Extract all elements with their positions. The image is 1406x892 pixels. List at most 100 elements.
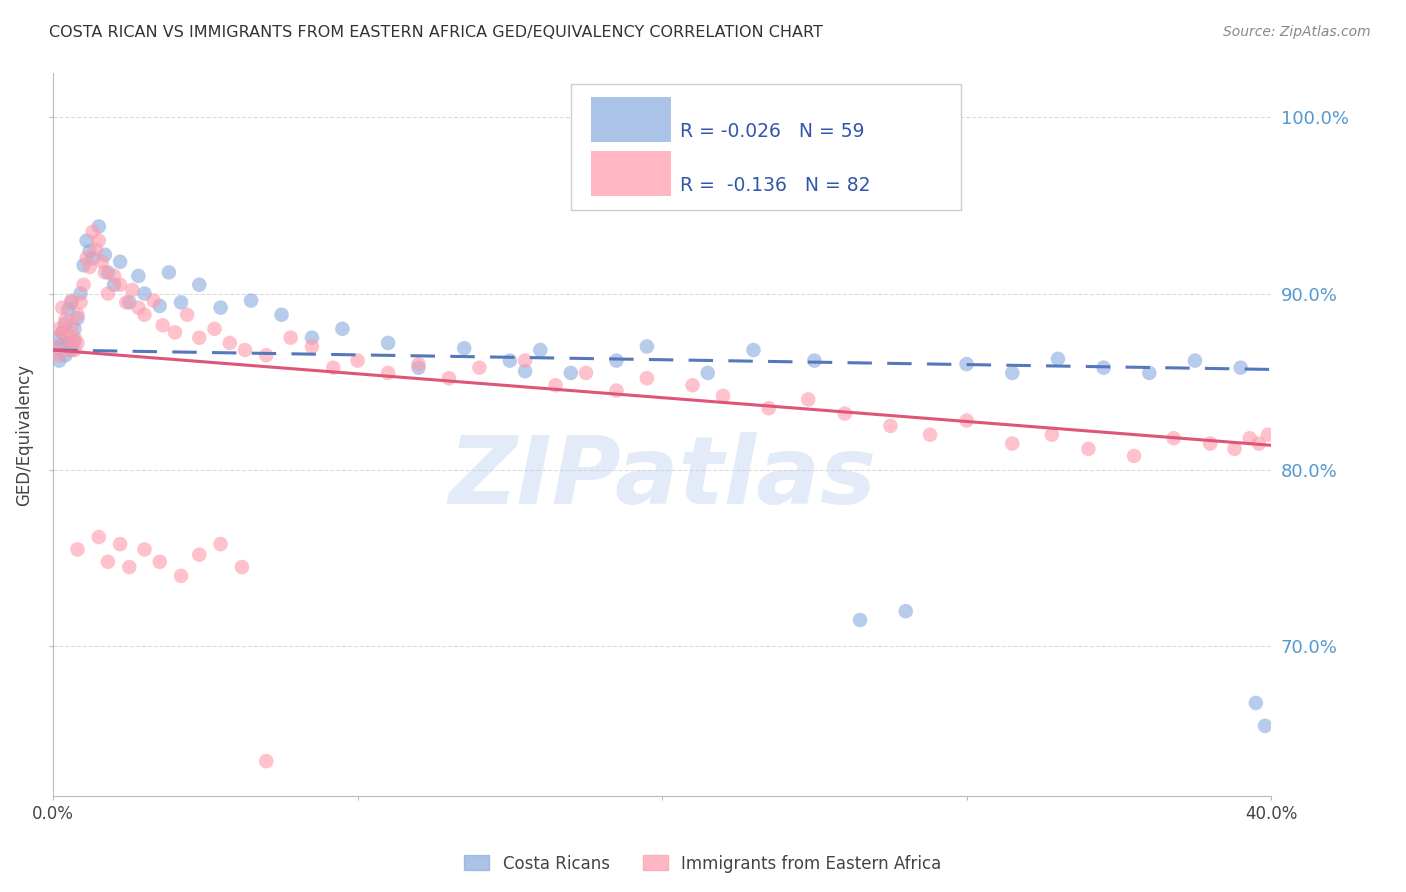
Point xyxy=(45,341,67,355)
Point xyxy=(1257,427,1279,442)
Point xyxy=(1247,436,1270,450)
Point xyxy=(696,366,718,380)
Point xyxy=(188,331,211,345)
Point xyxy=(1001,366,1024,380)
Point xyxy=(97,555,120,569)
Point xyxy=(231,560,253,574)
Text: R =  -0.136   N = 82: R = -0.136 N = 82 xyxy=(681,177,870,195)
Point xyxy=(529,343,551,357)
Point xyxy=(127,268,149,283)
Point xyxy=(157,265,180,279)
Point xyxy=(79,244,101,259)
Point xyxy=(377,366,399,380)
Point xyxy=(513,353,536,368)
Point xyxy=(66,542,89,557)
Point xyxy=(48,331,70,345)
Point xyxy=(1239,431,1261,445)
Text: ZIPatlas: ZIPatlas xyxy=(449,432,876,524)
Point xyxy=(127,301,149,315)
Point xyxy=(1163,431,1185,445)
Point xyxy=(149,299,172,313)
Point xyxy=(575,366,598,380)
Point xyxy=(72,258,94,272)
Point xyxy=(879,418,901,433)
Point xyxy=(103,277,125,292)
Point xyxy=(76,234,98,248)
Point xyxy=(834,407,856,421)
Point xyxy=(1184,353,1206,368)
Point xyxy=(636,371,658,385)
FancyBboxPatch shape xyxy=(592,151,671,195)
Point xyxy=(254,348,277,362)
Point xyxy=(118,560,141,574)
Point xyxy=(134,286,156,301)
Point xyxy=(48,322,70,336)
Point xyxy=(63,334,86,349)
Point xyxy=(758,401,780,416)
Point xyxy=(1137,366,1160,380)
Point xyxy=(58,331,80,345)
Point xyxy=(69,295,91,310)
Point xyxy=(301,331,323,345)
Point xyxy=(53,348,76,362)
Point xyxy=(346,353,368,368)
Point xyxy=(1040,427,1063,442)
Point xyxy=(682,378,704,392)
Point xyxy=(63,331,86,345)
Point xyxy=(1123,449,1146,463)
Point xyxy=(118,295,141,310)
Point xyxy=(58,302,80,317)
Point xyxy=(87,234,110,248)
Point xyxy=(1046,351,1069,366)
Point xyxy=(121,283,143,297)
Text: Source: ZipAtlas.com: Source: ZipAtlas.com xyxy=(1223,25,1371,39)
Point xyxy=(76,252,98,266)
Point xyxy=(60,318,83,333)
Point xyxy=(134,542,156,557)
Point xyxy=(87,219,110,234)
Point xyxy=(134,308,156,322)
Point xyxy=(51,326,73,340)
Point xyxy=(605,353,627,368)
Point xyxy=(1223,442,1246,456)
Point xyxy=(254,754,277,768)
Point xyxy=(322,360,344,375)
Point xyxy=(63,343,86,357)
Point xyxy=(636,339,658,353)
Point xyxy=(142,293,165,308)
Point xyxy=(209,301,232,315)
Point xyxy=(1001,436,1024,450)
Point xyxy=(408,360,430,375)
Point xyxy=(51,301,73,315)
Point xyxy=(849,613,872,627)
Point xyxy=(301,339,323,353)
Point xyxy=(51,337,73,351)
Point xyxy=(53,313,76,327)
Point xyxy=(408,357,430,371)
Point xyxy=(1254,719,1277,733)
Point xyxy=(377,335,399,350)
Point xyxy=(188,548,211,562)
Point xyxy=(188,277,211,292)
Point xyxy=(920,427,942,442)
Point xyxy=(45,339,67,353)
Point xyxy=(270,308,292,322)
Text: COSTA RICAN VS IMMIGRANTS FROM EASTERN AFRICA GED/EQUIVALENCY CORRELATION CHART: COSTA RICAN VS IMMIGRANTS FROM EASTERN A… xyxy=(49,25,823,40)
Point xyxy=(97,265,120,279)
Point xyxy=(453,341,475,355)
Point xyxy=(79,260,101,274)
Point xyxy=(894,604,917,618)
Point xyxy=(87,530,110,544)
Point xyxy=(66,311,89,326)
Point xyxy=(218,335,240,350)
Point xyxy=(94,248,117,262)
Point xyxy=(513,364,536,378)
Point xyxy=(797,392,820,407)
Point xyxy=(711,389,734,403)
Point xyxy=(499,353,522,368)
Point xyxy=(605,384,627,398)
Point xyxy=(60,295,83,310)
Point xyxy=(1092,360,1115,375)
Point xyxy=(108,254,131,268)
Point xyxy=(108,277,131,292)
